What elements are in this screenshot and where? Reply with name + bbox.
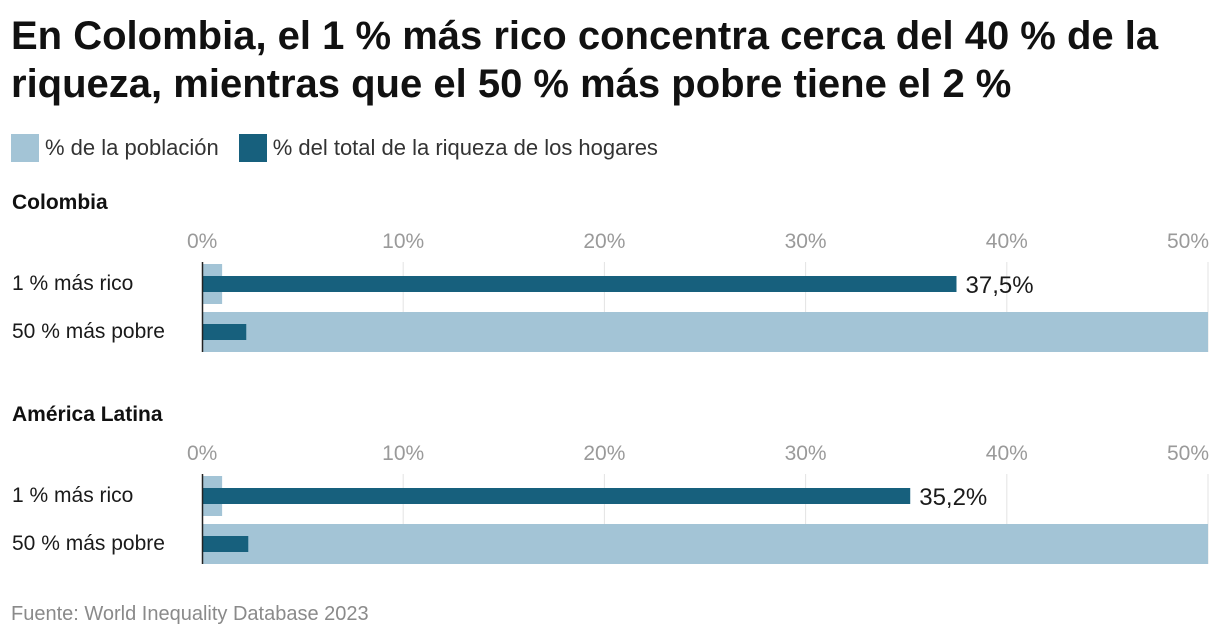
x-tick-label: 30% (785, 442, 827, 465)
chart-title: En Colombia, el 1 % más rico concentra c… (11, 14, 1159, 106)
category-label: 1 % más rico (12, 484, 133, 507)
x-tick-label: 10% (382, 230, 424, 253)
x-tick-label: 10% (382, 442, 424, 465)
legend: % de la población % del total de la riqu… (11, 134, 658, 162)
x-tick-label: 0% (187, 230, 217, 253)
bar-wealth (202, 536, 249, 552)
category-label: 50 % más pobre (12, 320, 165, 343)
panel-title-colombia: Colombia (12, 191, 108, 214)
category-label: 1 % más rico (12, 272, 133, 295)
legend-item-wealth: % del total de la riqueza de los hogares (238, 134, 658, 162)
legend-swatch-population (11, 134, 39, 162)
category-label: 50 % más pobre (12, 532, 165, 555)
x-tick-label: 50% (1167, 230, 1209, 253)
bar-wealth (202, 276, 957, 292)
x-tick-label: 0% (187, 442, 217, 465)
data-label: 37,5% (966, 272, 1034, 299)
legend-label-wealth: % del total de la riqueza de los hogares (272, 135, 658, 160)
x-tick-label: 50% (1167, 442, 1209, 465)
x-tick-label: 20% (583, 230, 625, 253)
legend-swatch-wealth (238, 134, 267, 162)
bar-wealth (202, 324, 247, 340)
data-label: 35,2% (919, 484, 987, 511)
bar-population (202, 312, 1208, 352)
source-note: Fuente: World Inequality Database 2023 (11, 603, 369, 625)
bar-wealth (202, 488, 911, 504)
bar-population (202, 524, 1208, 564)
x-tick-label: 30% (785, 230, 827, 253)
panel-title-america-latina: América Latina (12, 403, 163, 426)
legend-item-population: % de la población (11, 134, 219, 162)
x-tick-label: 40% (986, 442, 1028, 465)
x-tick-label: 40% (986, 230, 1028, 253)
legend-label-population: % de la población (45, 135, 219, 160)
x-tick-label: 20% (583, 442, 625, 465)
